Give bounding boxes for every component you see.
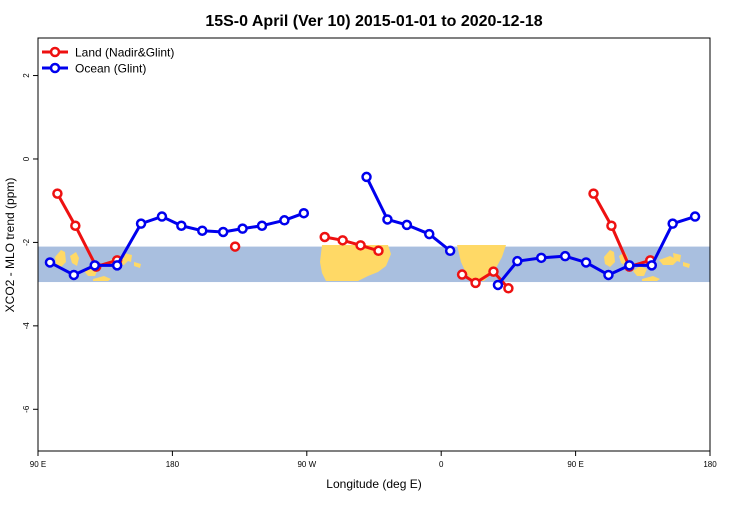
legend-marker-ocean — [49, 62, 61, 74]
legend-entry-land: Land (Nadir&Glint) — [42, 46, 174, 60]
y-tick-label-2: -2 — [22, 238, 31, 246]
series-layer — [44, 171, 701, 294]
series-land-point-2-0 — [319, 231, 330, 243]
x-tick-label-4: 90 E — [567, 460, 583, 469]
series-land-point-4-1 — [606, 220, 617, 231]
series-ocean-point-0-12 — [298, 207, 310, 219]
series-ocean-point-2-4 — [580, 257, 592, 268]
x-tick-label-2: 90 W — [297, 460, 316, 469]
series-land-point-2-3 — [373, 245, 384, 257]
series-land-line-2 — [324, 235, 379, 253]
series-land-point-3-2 — [488, 266, 499, 277]
series-ocean-point-0-10 — [256, 220, 268, 231]
series-ocean-point-0-11 — [279, 215, 290, 226]
land-south-america — [320, 245, 391, 281]
series-ocean-point-2-8 — [667, 218, 678, 229]
land-africa — [457, 245, 506, 281]
series-ocean-point-0-9 — [237, 223, 248, 234]
series-ocean-point-0-6 — [176, 220, 187, 231]
y-tick-label-4: -6 — [22, 405, 31, 413]
series-ocean-point-2-0 — [492, 279, 504, 291]
series-land-point-3-0 — [456, 269, 468, 280]
series-ocean-point-0-3 — [111, 260, 123, 271]
series-ocean-point-2-5 — [603, 269, 614, 281]
x-tick-label-5: 180 — [703, 460, 717, 469]
x-axis: 90 E 180 90 W 0 90 E 180 — [30, 451, 717, 469]
series-ocean-point-0-4 — [135, 218, 147, 229]
series-ocean-point-0-7 — [197, 225, 208, 236]
chart-title: 15S-0 April (Ver 10) 2015-01-01 to 2020-… — [205, 13, 542, 30]
y-tick-label-3: -4 — [22, 322, 31, 330]
y-axis-label: XCO2 - MLO trend (ppm) — [3, 178, 17, 313]
series-ocean-line-2 — [496, 215, 696, 286]
legend-label-land: Land (Nadir&Glint) — [75, 46, 174, 60]
series-land-point-3-3 — [503, 283, 514, 294]
series-ocean-point-0-5 — [156, 211, 168, 222]
series-ocean-point-1-0 — [361, 171, 372, 183]
series-land-point-2-1 — [337, 235, 348, 246]
series-ocean-point-2-3 — [559, 250, 571, 262]
y-tick-label-0: 2 — [22, 73, 31, 78]
y-axis: 2 0 -2 -4 -6 — [22, 73, 38, 413]
series-ocean-point-0-1 — [68, 269, 80, 281]
x-tick-label-3: 0 — [439, 460, 444, 469]
series-ocean-point-0-8 — [217, 226, 229, 238]
series-ocean-point-2-9 — [689, 211, 701, 222]
series-land-line-4 — [592, 192, 651, 269]
series-land-point-3-1 — [470, 277, 481, 289]
series-ocean-point-0-0 — [44, 257, 56, 268]
legend-marker-land — [49, 46, 61, 58]
series-ocean-point-0-2 — [89, 260, 100, 271]
y-tick-label-1: 0 — [22, 156, 31, 161]
series-ocean-point-1-3 — [424, 228, 435, 240]
series-land-point-0-0 — [52, 188, 63, 199]
series-ocean-point-2-6 — [624, 260, 635, 271]
series-ocean-point-2-7 — [646, 260, 658, 271]
legend-label-ocean: Ocean (Glint) — [75, 62, 146, 76]
series-land-line-0 — [56, 192, 118, 269]
series-ocean-point-1-1 — [382, 214, 393, 225]
series-land-point-1-0 — [229, 241, 241, 252]
series-land-point-4-0 — [588, 188, 599, 199]
x-tick-label-0: 90 E — [30, 460, 46, 469]
series-ocean-point-2-2 — [536, 252, 547, 264]
series-land-point-0-1 — [70, 220, 81, 231]
legend: Land (Nadir&Glint) Ocean (Glint) — [42, 46, 174, 76]
plot-frame — [37, 37, 711, 452]
series-ocean-point-1-4 — [444, 245, 456, 257]
series-land-point-2-2 — [355, 240, 366, 251]
series-ocean-point-1-2 — [401, 219, 413, 231]
x-tick-label-1: 180 — [166, 460, 180, 469]
legend-entry-ocean: Ocean (Glint) — [42, 62, 146, 76]
series-ocean-point-2-1 — [512, 255, 523, 267]
x-axis-label: Longitude (deg E) — [326, 477, 421, 491]
